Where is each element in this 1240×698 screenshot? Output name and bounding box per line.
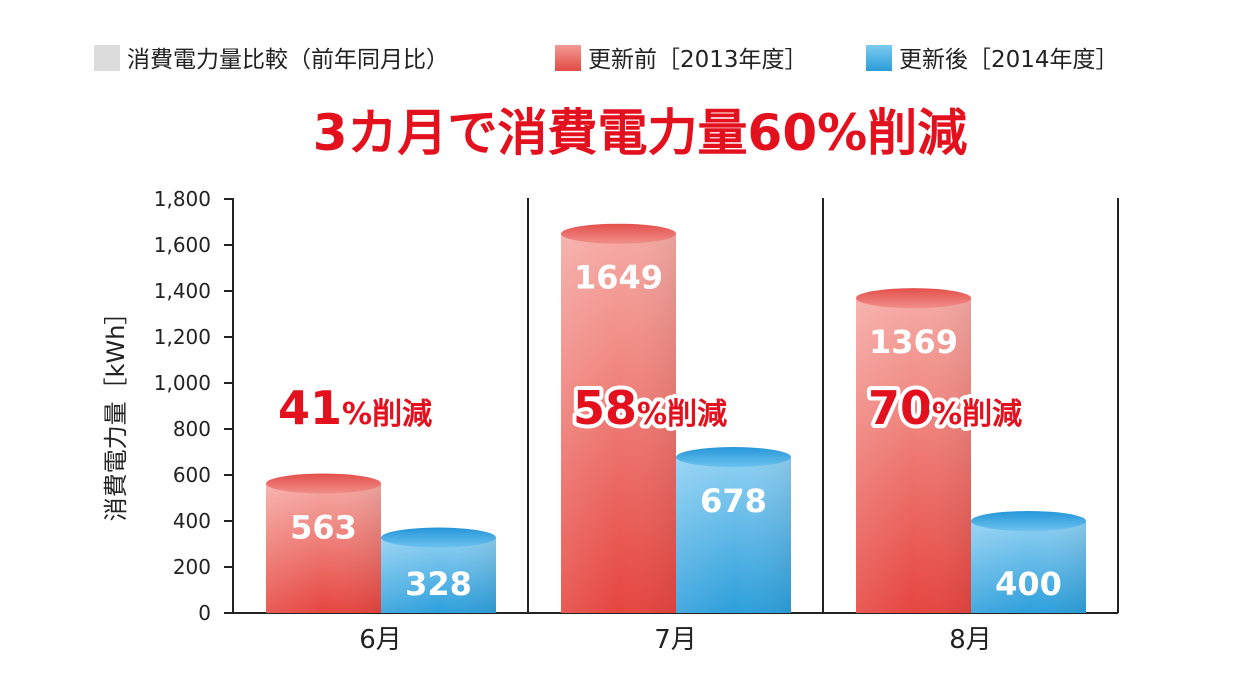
- y-tick-label: 1,800: [154, 187, 211, 211]
- bar-after-top: [381, 527, 496, 548]
- reduction-label: 41%削減: [278, 381, 432, 435]
- bar-after-shade: [676, 457, 791, 613]
- reduction-number: 70: [868, 381, 932, 435]
- x-tick-label: 7月: [654, 625, 697, 655]
- y-axis-label: 消費電力量［kWh］: [102, 301, 130, 522]
- category-labels: 6月 7月 8月: [359, 625, 992, 655]
- y-tick-label: 400: [173, 509, 211, 533]
- y-tick-label: 200: [173, 555, 211, 579]
- y-tick-label: 0: [198, 601, 211, 625]
- y-tick-label: 800: [173, 417, 211, 441]
- y-tick-label: 1,600: [154, 233, 211, 257]
- data-label: 678: [700, 482, 767, 520]
- reduction-suffix: %削減: [932, 397, 1022, 432]
- legend-title: 消費電力量比較（前年同月比）: [127, 47, 449, 73]
- legend-before-swatch: [555, 45, 581, 71]
- bar-before-1: 563: [266, 473, 381, 613]
- reduction-number: 58: [573, 381, 637, 435]
- bar-after-1: 328: [381, 527, 496, 613]
- reduction-number: 41: [278, 381, 342, 435]
- bar-before-shade: [856, 298, 971, 613]
- data-label: 400: [995, 565, 1062, 603]
- bar-before-3: 1369: [856, 288, 971, 613]
- reduction-suffix: %削減: [342, 397, 432, 432]
- x-tick-label: 8月: [949, 625, 992, 655]
- legend-title-swatch: [94, 45, 120, 71]
- y-tick-label: 1,200: [154, 325, 211, 349]
- bar-before-top: [856, 288, 971, 309]
- y-tick-label: 600: [173, 463, 211, 487]
- bar-before-2: 1649: [561, 223, 676, 614]
- y-tick-label: 1,400: [154, 279, 211, 303]
- bar-before-top: [561, 223, 676, 244]
- bar-after-3: 400: [971, 511, 1086, 613]
- bar-after-2: 678: [676, 447, 791, 613]
- reduction-suffix: %削減: [637, 397, 727, 432]
- x-tick-label: 6月: [359, 625, 402, 655]
- bar-after-top: [676, 447, 791, 468]
- legend-before-label: 更新前［2013年度］: [588, 47, 808, 73]
- bar-before-shade: [561, 233, 676, 614]
- headline: 3カ月で消費電力量60%削減: [313, 104, 967, 162]
- data-label: 563: [290, 509, 357, 547]
- bar-after-top: [971, 511, 1086, 531]
- data-label: 1369: [869, 323, 958, 361]
- reduction-label: 70%削減: [868, 381, 1022, 435]
- legend-after-label: 更新後［2014年度］: [899, 47, 1119, 73]
- legend: 消費電力量比較（前年同月比） 更新前［2013年度］ 更新後［2014年度］: [94, 45, 1119, 73]
- data-label: 1649: [574, 259, 663, 297]
- data-label: 328: [405, 565, 472, 603]
- bar-before-top: [266, 473, 381, 494]
- bar-after-shade: [381, 537, 496, 613]
- legend-after-swatch: [866, 45, 892, 71]
- y-ticks: 0 200 400 600 800 1,000 1,200 1,400 1,600 1,800: [154, 187, 233, 625]
- bar-before-shade: [266, 483, 381, 613]
- y-tick-label: 1,000: [154, 371, 211, 395]
- bars: 563 328 1649 678 1369 400: [266, 223, 1086, 614]
- reduction-labels: 41%削減 58%削減 70%削減: [274, 377, 1026, 439]
- bar-after-shade: [971, 521, 1086, 613]
- reduction-label: 58%削減: [573, 381, 727, 435]
